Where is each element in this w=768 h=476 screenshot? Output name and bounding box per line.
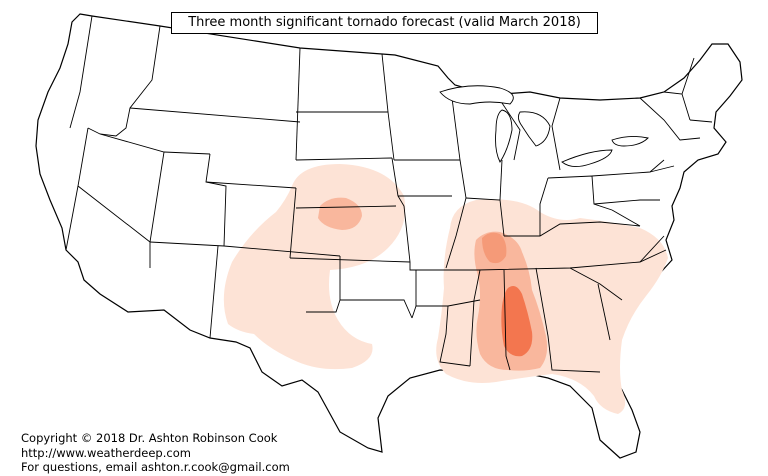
credits-block: Copyright © 2018 Dr. Ashton Robinson Coo…	[21, 431, 290, 475]
lake-ontario	[611, 135, 649, 147]
great-lakes	[439, 85, 649, 167]
contact-text: For questions, email ashton.r.cook@gmail…	[21, 460, 290, 474]
risk-high-tennessee	[482, 232, 507, 264]
risk-high-alabama	[501, 286, 533, 357]
risk-moderate-kansas	[318, 197, 362, 230]
risk-low-southeast	[436, 199, 668, 414]
lake-erie	[561, 149, 613, 167]
map-title: Three month significant tornado forecast…	[171, 12, 598, 34]
lake-michigan	[495, 109, 513, 163]
state-boundaries	[65, 15, 713, 373]
risk-areas	[223, 164, 668, 414]
website-url: http://www.weatherdeep.com	[21, 445, 191, 460]
copyright-text: Copyright © 2018 Dr. Ashton Robinson Coo…	[21, 431, 278, 445]
lake-huron	[517, 111, 551, 147]
lake-superior	[439, 85, 514, 105]
